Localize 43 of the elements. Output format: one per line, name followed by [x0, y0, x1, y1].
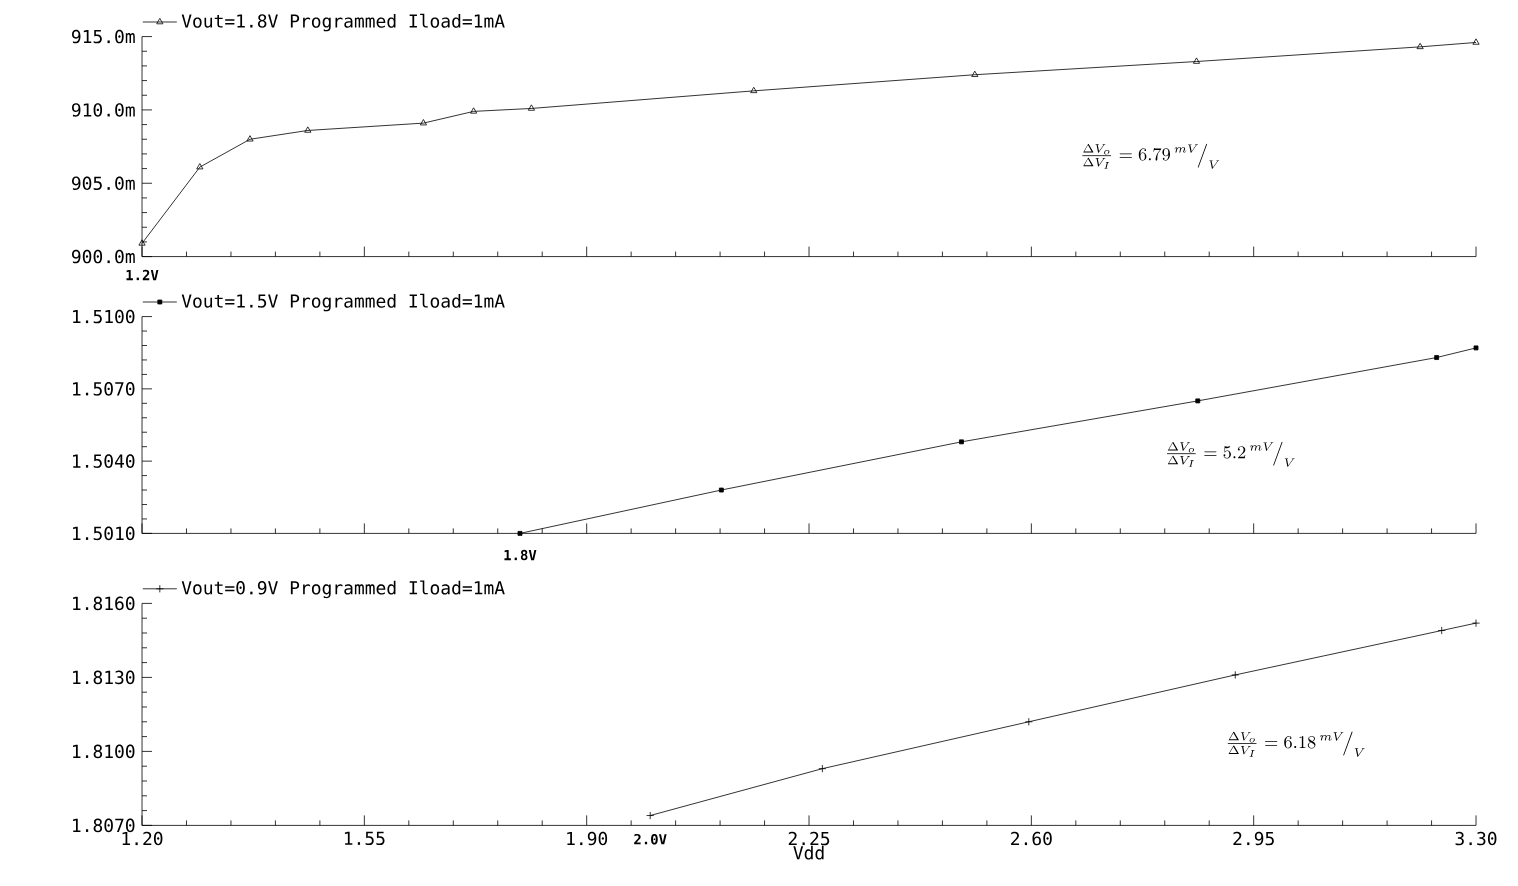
point: [419, 119, 427, 126]
y-tick-label: 910.0m: [71, 103, 135, 117]
legend-label: Vout=1.8V Programmed Iload=1mA: [181, 13, 505, 32]
annotation: $\frac{\Delta V_o}{\Delta V_I}=5.2\,^{mV}\!\big/_{V}$: [1167, 441, 1295, 467]
x-tick-label: 2.95: [1233, 831, 1274, 846]
x-tick-label: 2.60: [1011, 831, 1052, 846]
point: [1437, 626, 1446, 635]
y-tick-label: 1.8160: [73, 596, 135, 611]
y-tick-label: 905.0m: [71, 176, 135, 191]
point: [818, 764, 827, 773]
point: [750, 86, 758, 94]
y-tick-label: 1.5070: [73, 382, 135, 396]
y-tick-label: 1.8130: [73, 670, 135, 685]
annotation: $\frac{\Delta V_o}{\Delta V_I}=6.79\,^{mV}\!\big/_{V}$: [1082, 143, 1220, 169]
x-tick-label: 2.25: [788, 831, 830, 846]
point: [527, 104, 535, 111]
x-tick-label: 3.30: [1455, 831, 1497, 846]
y-tick-label: 1.5010: [73, 526, 135, 541]
x-axis-title: Vdd: [793, 845, 824, 860]
y-tick-label: 900.0m: [71, 249, 135, 264]
y-tick-label: 1.8070: [73, 818, 135, 833]
legend-label: Vout=1.5V Programmed Iload=1mA: [181, 293, 505, 312]
y-tick-label: 915.0m: [71, 29, 135, 44]
point: [718, 487, 724, 493]
x-tick-label: 1.55: [344, 831, 385, 846]
x-tick-label: 1.90: [567, 831, 608, 846]
point: [246, 135, 254, 142]
point: [971, 70, 979, 77]
legend-label: Vout=0.9V Programmed Iload=1mA: [181, 580, 505, 599]
point: [1024, 717, 1033, 726]
point: [196, 163, 204, 170]
point: [1416, 42, 1424, 50]
point: [470, 107, 478, 114]
y-tick-label: 1.8100: [73, 744, 135, 759]
point: [304, 126, 312, 133]
point: [1473, 345, 1479, 351]
point: [1195, 398, 1201, 404]
point: [1193, 57, 1201, 64]
y-tick-label: 1.5040: [73, 454, 135, 468]
y-tick-label: 1.5100: [73, 309, 135, 324]
annotation: $\frac{\Delta V_o}{\Delta V_I}=6.18\,^{mV}\!\big/_{V}$: [1227, 731, 1365, 757]
x-tick-label: 1.20: [122, 831, 163, 846]
point: [1231, 670, 1240, 679]
